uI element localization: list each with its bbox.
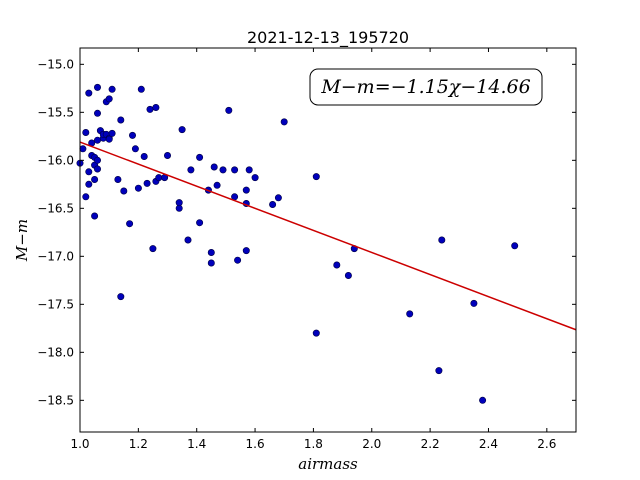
data-point — [245, 166, 253, 174]
x-axis-label: airmass — [298, 455, 358, 473]
y-tick-label: −15.0 — [37, 57, 74, 71]
data-point — [143, 179, 151, 187]
data-point — [94, 136, 102, 144]
x-tick-label: 1.0 — [70, 437, 89, 451]
x-tick-label: 1.4 — [187, 437, 206, 451]
data-point — [269, 201, 277, 209]
y-tick-label: −17.0 — [37, 249, 74, 263]
axes-frame — [79, 47, 577, 433]
x-tick-label: 2.0 — [362, 437, 381, 451]
data-point — [511, 242, 519, 250]
y-tick-label: −18.0 — [37, 345, 74, 359]
data-point — [108, 129, 116, 137]
data-point — [196, 153, 204, 161]
data-point — [225, 106, 233, 114]
data-point — [207, 249, 215, 257]
data-point — [120, 187, 128, 195]
fit-annotation: M−m=−1.15χ−14.66 — [320, 76, 530, 98]
fit-line — [79, 141, 577, 331]
y-tick-label: −18.5 — [37, 393, 74, 407]
data-point — [312, 329, 320, 337]
data-point — [94, 109, 102, 117]
data-point — [164, 152, 172, 160]
data-point — [274, 194, 282, 202]
fit-annotation-box: M−m=−1.15χ−14.66 — [309, 68, 543, 106]
data-point — [134, 184, 142, 192]
data-point — [140, 153, 148, 161]
data-point — [438, 236, 446, 244]
y-tick-label: −16.0 — [37, 153, 74, 167]
data-point — [108, 85, 116, 93]
data-point — [234, 256, 242, 264]
data-point — [105, 135, 113, 143]
data-point — [94, 156, 102, 164]
data-point — [82, 193, 90, 201]
data-point — [219, 166, 227, 174]
data-point — [82, 129, 90, 137]
data-point — [178, 126, 186, 134]
data-point — [94, 83, 102, 91]
data-point — [213, 181, 221, 189]
data-point — [479, 396, 487, 404]
x-tick-label: 1.2 — [129, 437, 148, 451]
data-point — [85, 180, 93, 188]
data-point — [406, 310, 414, 318]
axis-ticks: 1.0 1.2 1.4 1.6 1.8 2.0 2.2 2.4 2.6 −15.0 −15.5 −16… — [37, 48, 576, 451]
chart-title: 2021-12-13_195720 — [247, 28, 409, 48]
data-point — [312, 173, 320, 181]
data-point — [131, 145, 139, 153]
data-point — [85, 168, 93, 176]
data-point — [242, 186, 250, 194]
data-point — [242, 247, 250, 255]
data-point — [117, 116, 125, 124]
x-tick-label: 2.2 — [421, 437, 440, 451]
data-point — [333, 261, 341, 269]
y-tick-label: −15.5 — [37, 105, 74, 119]
data-point — [435, 367, 443, 375]
data-point — [117, 293, 125, 301]
data-point — [79, 145, 87, 153]
data-point — [210, 163, 218, 171]
data-point — [91, 212, 99, 220]
data-point — [85, 89, 93, 97]
data-point — [231, 166, 239, 174]
data-point — [344, 271, 352, 279]
x-tick-label: 2.4 — [479, 437, 498, 451]
data-point — [126, 220, 134, 228]
y-tick-label: −16.5 — [37, 201, 74, 215]
data-point — [149, 245, 157, 253]
data-point — [114, 176, 122, 184]
data-point — [146, 105, 154, 113]
data-point — [184, 236, 192, 244]
data-point — [470, 299, 478, 307]
data-point — [105, 95, 113, 103]
plot-area — [76, 83, 577, 404]
data-point — [94, 165, 102, 173]
data-point — [91, 176, 99, 184]
data-point — [129, 131, 137, 139]
x-tick-label: 1.8 — [304, 437, 323, 451]
data-point — [155, 174, 163, 182]
data-point — [175, 199, 183, 207]
data-point — [251, 174, 259, 182]
y-tick-label: −17.5 — [37, 297, 74, 311]
data-point — [187, 166, 195, 174]
y-axis-label: M−m — [13, 219, 31, 262]
fit-annotation-border — [309, 68, 543, 106]
data-point — [207, 259, 215, 267]
data-point — [280, 118, 288, 126]
data-point — [196, 219, 204, 227]
data-point — [152, 104, 160, 112]
x-tick-label: 2.6 — [537, 437, 556, 451]
x-tick-label: 1.6 — [246, 437, 265, 451]
data-point — [137, 85, 145, 93]
